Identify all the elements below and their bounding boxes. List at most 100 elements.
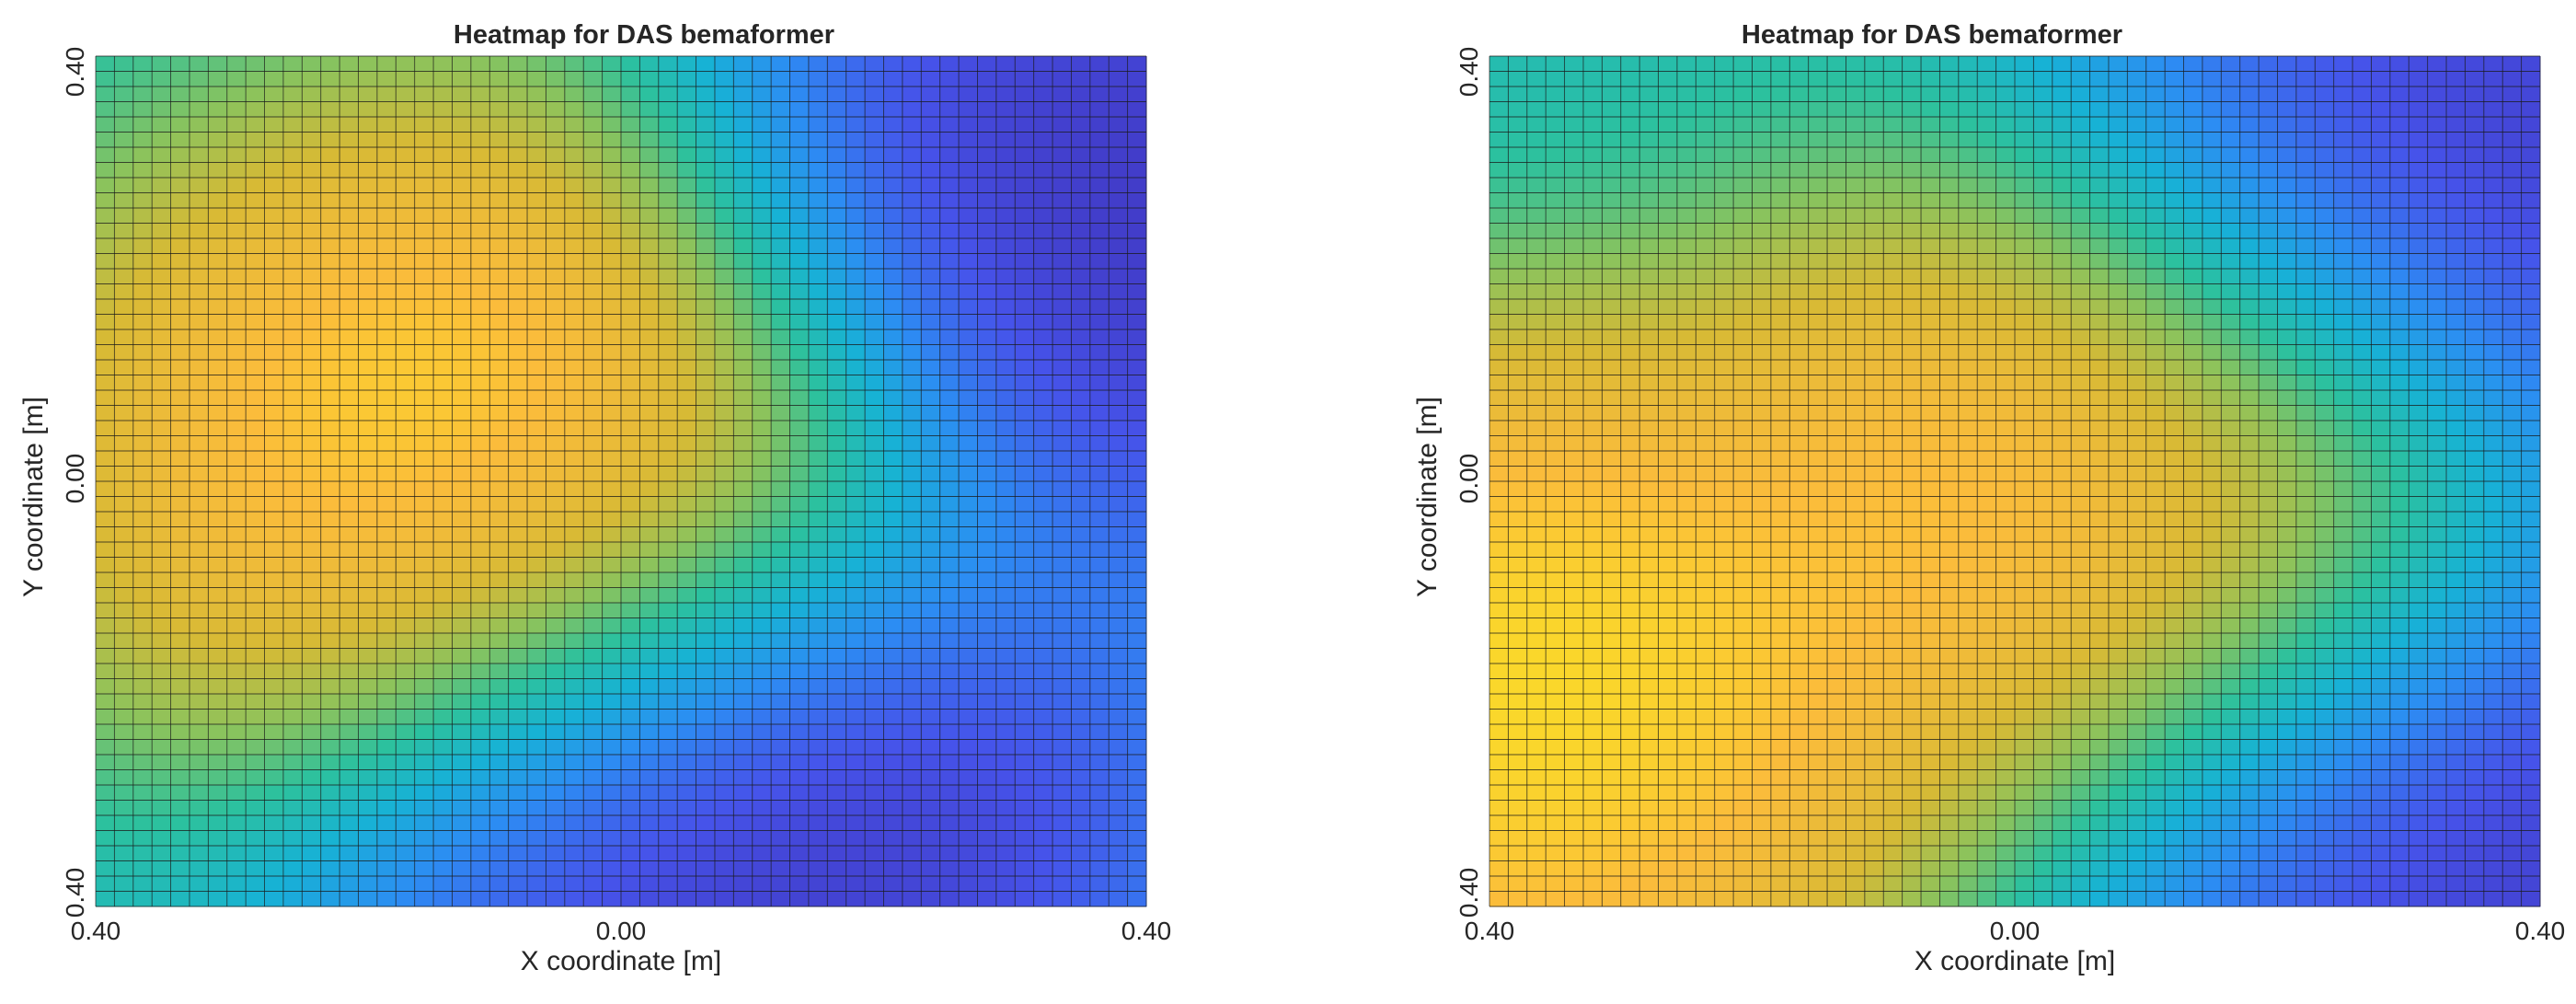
heatmap-cell [2108,512,2128,527]
heatmap-cell [1696,101,1716,118]
heatmap-cell [2295,466,2316,482]
heatmap-cell [546,542,566,558]
heatmap-cell [452,360,472,375]
heatmap-cell [508,587,528,604]
heatmap-cell [376,405,397,421]
heatmap-cell [1071,299,1091,315]
heatmap-cell [320,664,340,679]
heatmap-cell [358,208,378,224]
heatmap-cell [1015,709,1035,725]
heatmap-cell [677,557,697,573]
heatmap-cell [621,147,640,163]
heatmap-cell [1733,496,1753,513]
heatmap-cell [1995,253,2016,270]
heatmap-cell [2465,360,2485,375]
heatmap-cell [1864,56,1884,72]
heatmap-cell [376,451,397,467]
heatmap-cell [959,117,978,133]
heatmap-cell [2033,178,2053,193]
heatmap-cell [939,891,960,907]
heatmap-cell [1582,283,1603,300]
heatmap-cell [995,421,1016,436]
heatmap-cell [1921,101,1940,118]
heatmap-cell [339,769,359,786]
heatmap-cell [602,617,622,634]
heatmap-cell [639,876,660,892]
heatmap-cell [845,709,866,725]
heatmap-cell [1921,269,1940,284]
heatmap-cell [376,542,397,558]
heatmap-cell [752,344,772,361]
heatmap-cell [2427,435,2447,452]
heatmap-cell [602,435,622,452]
heatmap-cell [977,694,997,710]
heatmap-cell [939,329,960,345]
heatmap-cell [902,633,922,649]
heatmap-cell [2127,421,2147,436]
heatmap-cell [2371,496,2391,513]
heatmap-cell [170,876,190,892]
heatmap-cell [452,891,472,907]
heatmap-cell [170,283,190,300]
heatmap-cell [1789,299,1810,315]
heatmap-cell [358,481,378,497]
heatmap-cell [1939,390,1960,406]
heatmap-cell [995,678,1016,695]
heatmap-cell [2183,466,2203,482]
heatmap-cell [1733,101,1753,118]
heatmap-cell [1864,390,1884,406]
heatmap-cell [152,390,172,406]
heatmap-cell [226,860,247,877]
heatmap-cell [733,755,753,770]
heatmap-cell [376,117,397,133]
heatmap-cell [1676,421,1696,436]
heatmap-cell [414,117,434,133]
heatmap-cell [939,451,960,467]
heatmap-cell [827,633,847,649]
heatmap-cell [2483,178,2503,193]
heatmap-cell [376,132,397,148]
heatmap-cell [959,587,978,604]
heatmap-cell [564,147,584,163]
heatmap-cell [1789,283,1810,300]
heatmap-cell [2221,314,2241,330]
heatmap-cell [96,542,115,558]
heatmap-cell [1995,147,2016,163]
heatmap-cell [2071,435,2091,452]
heatmap-cell [2089,147,2110,163]
heatmap-cell [583,192,604,209]
heatmap-cell [96,56,115,72]
heatmap-cell [733,132,753,148]
heatmap-cell [1015,557,1035,573]
heatmap-cell [2409,56,2429,72]
heatmap-cell [170,147,190,163]
heatmap-cell [1508,496,1528,513]
heatmap-cell [264,800,284,816]
heatmap-cell [508,557,528,573]
heatmap-cell [264,56,284,72]
heatmap-cell [2295,269,2316,284]
heatmap-cell [2033,208,2053,224]
heatmap-cell [1526,192,1547,209]
heatmap-cell [883,299,903,315]
heatmap-cell [96,390,115,406]
heatmap-cell [752,603,772,618]
heatmap-cell [132,587,153,604]
heatmap-cell [714,542,734,558]
heatmap-cell [489,238,510,254]
heatmap-cell [282,724,303,740]
heatmap-cell [1109,709,1129,725]
heatmap-cell [1127,617,1147,634]
heatmap-cell [1808,223,1828,239]
heatmap-cell [1582,405,1603,421]
heatmap-cell [902,329,922,345]
heatmap-cell [1089,633,1110,649]
heatmap-cell [2071,132,2091,148]
heatmap-cell [639,344,660,361]
heatmap-cell [902,269,922,284]
heatmap-cell [808,421,828,436]
heatmap-cell [2277,178,2297,193]
heatmap-cell [696,709,716,725]
heatmap-cell [433,481,453,497]
heatmap-cell [564,71,584,87]
